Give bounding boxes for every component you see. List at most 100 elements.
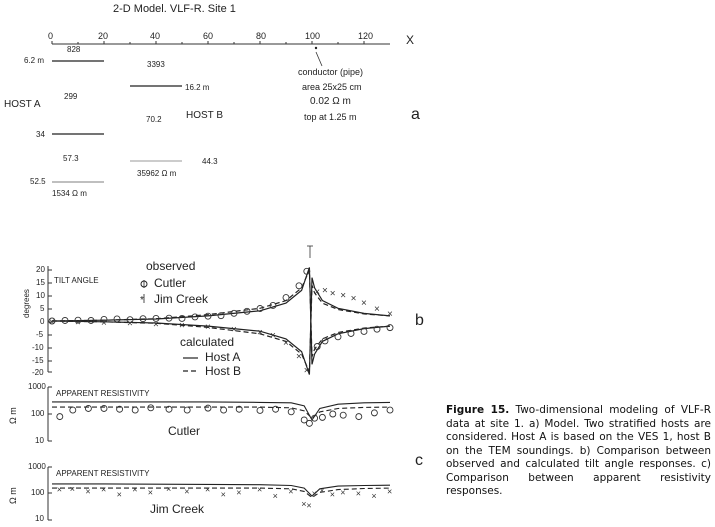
tilt-point-jim-creek: × [330,288,336,299]
tilt-point-jim-creek: × [153,320,159,331]
caption-label: Figure 15. [446,404,510,416]
res-y-tick: 100 [31,488,45,497]
tilt-point-cutler [204,312,212,320]
res-label-cutler: Cutler [168,424,201,438]
tilt-point-cutler [113,315,121,323]
tilt-point-cutler [48,317,56,325]
legend-calculated: calculated [180,335,235,349]
tilt-point-jim-creek: × [314,287,320,298]
tilt-point-cutler [100,316,108,323]
res-point [165,405,173,413]
res-point [147,404,155,412]
res-point [370,409,378,417]
res-point: × [221,490,226,500]
tilt-point-cutler [243,307,251,315]
figure-caption: Figure 15. Two-dimensional modeling of V… [446,404,711,499]
tilt-point-cutler [217,312,225,320]
res-point: × [117,490,122,500]
depth-label: 52.5 [30,177,46,186]
res-y-tick: 10 [35,436,44,445]
res-point [339,411,347,419]
svg-text:*: * [140,295,144,306]
res-point: × [132,485,137,495]
tilt-point-jim-creek: × [304,366,310,377]
res-y-tick: 1000 [28,462,46,471]
tilt-point-cutler [282,294,290,301]
tilt-y-tick: 0 [40,317,45,326]
res-point [311,414,319,422]
depth-label: 34 [36,130,45,139]
conductor-label: conductor (pipe) [298,67,364,77]
tilt-point-jim-creek: × [75,318,81,329]
tilt-point-cutler [165,314,173,322]
res-point [287,408,295,416]
tilt-point-jim-creek: × [374,304,380,315]
tilt-point-cutler [178,315,186,322]
res-y-tick: 100 [31,409,45,418]
res-point [131,406,139,414]
tilt-point-jim-creek: × [231,325,237,336]
tilt-point-jim-creek: × [101,318,107,329]
res-point [84,405,92,412]
tilt-y-tick: -20 [32,368,44,377]
tilt-series-line [51,285,391,373]
res-point: × [85,486,90,496]
tilt-point-jim-creek: × [179,320,185,331]
tilt-point-jim-creek: × [340,291,346,302]
tilt-point-cutler [87,317,95,324]
tilt-point-cutler [269,301,277,309]
tilt-point-cutler [360,328,368,335]
res-point [329,410,337,418]
tilt-y-tick: -15 [32,356,44,365]
res-point: × [319,485,324,495]
tilt-y-tick: 5 [40,304,45,313]
resistivity-a: 828 [67,45,81,54]
res-point: × [273,491,278,501]
model-x-axis-label: X [406,33,415,47]
model-x-tick: 100 [305,31,321,41]
resistivity-a: 299 [64,92,78,101]
res-point: × [312,489,317,499]
tilt-point-jim-creek: × [361,298,367,309]
res-title-1: APPARENT RESISTIVITY [56,389,150,398]
res-point [220,406,228,414]
legend-observed: observed [146,259,196,273]
legend-cutler: Cutler [154,276,187,290]
tilt-point-cutler [347,330,355,337]
depth-label: 6.2 m [24,56,45,65]
tilt-y-tick: -5 [36,330,44,339]
legend-jim-creek: Jim Creek [154,292,209,306]
conductor-label: area 25x25 cm [302,82,362,92]
resistivity-b: 70.2 [146,115,162,124]
tilt-point-cutler [74,316,82,324]
legend-host-b: Host B [205,364,242,378]
tilt-y-tick: 15 [36,278,45,287]
tilt-point-cutler [191,313,199,321]
res-point [69,406,77,414]
tilt-point-jim-creek: × [351,294,357,305]
tilt-ylabel: degrees [22,289,31,318]
res-point [116,405,124,413]
res-point: × [184,486,189,496]
tilt-series-line [51,269,391,357]
tilt-point-jim-creek: × [322,285,328,296]
res-point: × [288,486,293,496]
tilt-point-jim-creek: × [387,309,393,320]
res-point [305,419,313,427]
caption-text: Two-dimensional modeling of VLF-R data a… [446,404,711,497]
tilt-point-cutler [256,305,264,312]
tilt-point-cutler [303,267,311,275]
model-title: 2-D Model. VLF-R. Site 1 [113,3,236,15]
tilt-point-jim-creek: × [257,328,263,339]
model-x-tick: 20 [98,31,109,41]
model-x-tick: 40 [150,31,161,41]
tilt-point-jim-creek: × [296,352,302,363]
resistivity-a: 57.3 [63,154,79,163]
tilt-point-jim-creek: × [283,338,289,349]
model-x-tick: 80 [256,31,267,41]
res-point: × [387,486,392,496]
tilt-point-cutler [61,317,69,324]
res-point [318,413,326,421]
panel-letter-c: c [415,452,423,469]
